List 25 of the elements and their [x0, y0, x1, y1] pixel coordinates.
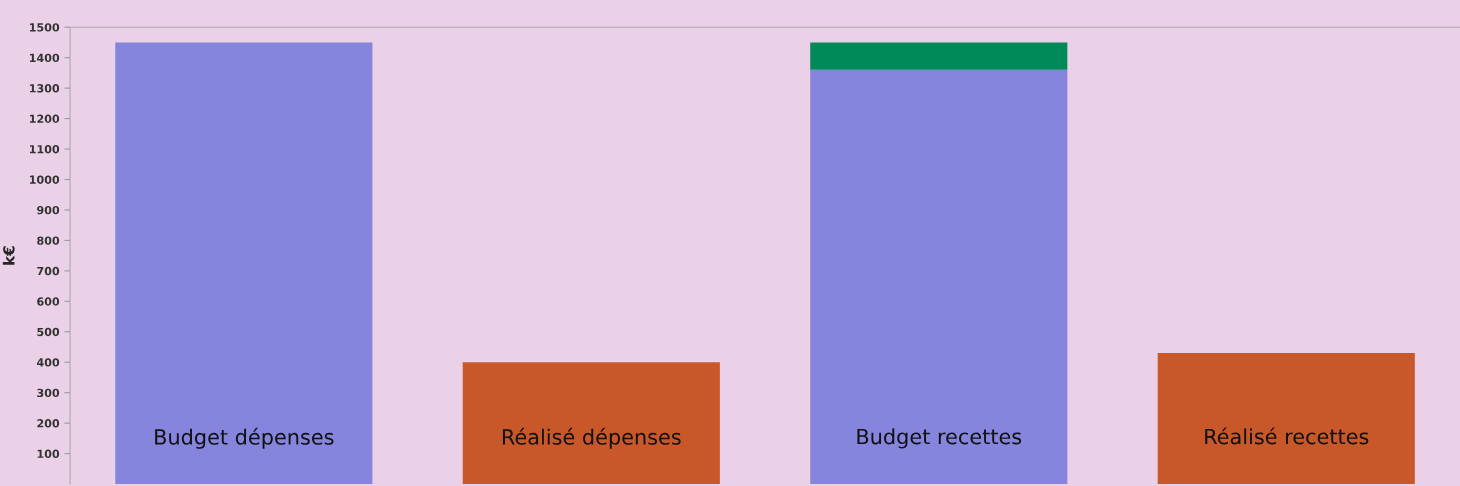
bar — [810, 69, 1068, 485]
y-tick-label: 1500 — [29, 23, 60, 32]
y-tick-label: 1200 — [29, 114, 60, 123]
x-tick-label: Budget dépenses — [155, 427, 334, 449]
x-tick-label: Budget recettes — [857, 428, 1022, 449]
y-tick-label: 800 — [37, 236, 60, 245]
x-tick-label: Réalisé recettes — [1205, 427, 1369, 445]
y-tick-label: 100 — [37, 449, 60, 458]
x-tick-label: Réalisé dépenses — [502, 427, 681, 449]
bar — [462, 362, 720, 485]
bar — [1157, 353, 1415, 485]
bar — [810, 42, 1068, 70]
y-tick-label: 300 — [37, 388, 60, 398]
y-tick-label: 1000 — [29, 175, 60, 184]
y-tick-label: 500 — [37, 327, 60, 337]
y-tick-label: 600 — [37, 297, 60, 306]
y-tick-label: 1100 — [29, 145, 60, 154]
y-tick-label: 1300 — [29, 84, 60, 93]
y-tick-label: 400 — [36, 358, 60, 367]
bar — [115, 42, 373, 485]
y-tick-label: 200 — [37, 419, 60, 428]
y-tick-label: 1400 — [29, 53, 60, 63]
y-axis-title: k€ — [2, 246, 15, 265]
y-tick-label: 900 — [37, 205, 60, 215]
y-tick-label: 700 — [37, 266, 60, 276]
